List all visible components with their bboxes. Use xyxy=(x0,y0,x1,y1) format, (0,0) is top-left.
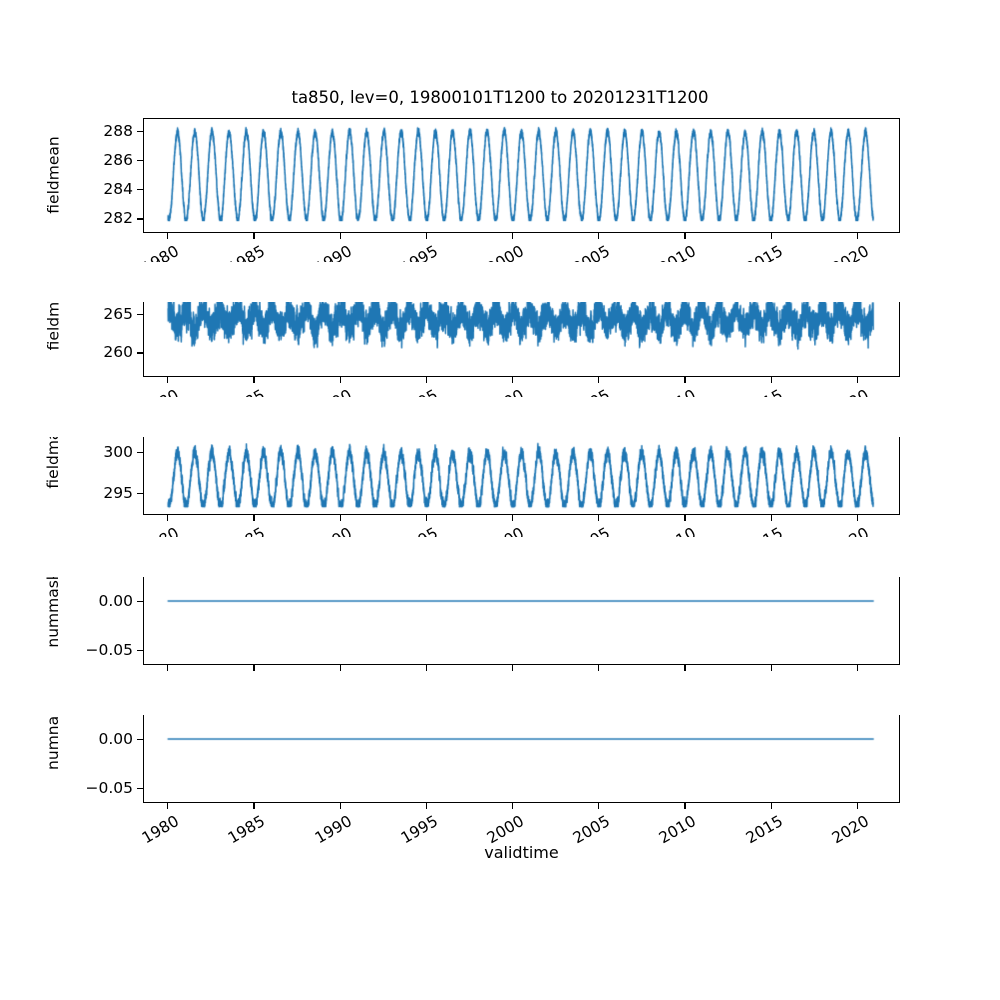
xtick-mark xyxy=(512,377,514,383)
xtick-mark xyxy=(167,803,169,809)
xtick-mark xyxy=(425,233,427,239)
xtick-mark xyxy=(684,803,686,809)
ytick-mark xyxy=(137,493,143,495)
xtick-mark xyxy=(684,665,686,671)
ytick-mark xyxy=(137,352,143,354)
xtick-mark xyxy=(856,665,859,671)
ytick-label: 0.00 xyxy=(98,730,133,748)
xtick-mark xyxy=(770,803,772,809)
xtick-mark xyxy=(684,233,686,239)
ytick-label: 0.00 xyxy=(98,592,133,610)
subplot-gap-mask xyxy=(0,262,1000,302)
ytick-mark xyxy=(137,452,143,454)
xtick-mark xyxy=(253,233,255,239)
xtick-mark xyxy=(856,377,859,383)
xtick-mark xyxy=(770,665,772,671)
xtick-mark xyxy=(339,233,341,239)
ytick-label: 260 xyxy=(103,343,133,362)
xtick-mark xyxy=(167,377,169,383)
xtick-mark xyxy=(598,665,600,671)
xtick-mark xyxy=(339,803,341,809)
xtick-mark xyxy=(770,377,772,383)
xtick-mark xyxy=(598,515,600,521)
subplot-gap-mask xyxy=(0,537,1000,577)
ytick-mark xyxy=(137,189,143,191)
ytick-label: 286 xyxy=(103,151,133,170)
xtick-mark xyxy=(856,515,859,521)
xaxis-label: validtime xyxy=(484,843,559,862)
ytick-label: 282 xyxy=(103,209,133,228)
xtick-mark xyxy=(167,233,169,239)
xtick-mark xyxy=(512,233,514,239)
ytick-mark xyxy=(137,650,143,652)
xtick-mark xyxy=(425,515,427,521)
ytick-mark xyxy=(137,788,143,790)
xtick-mark xyxy=(339,515,341,521)
xtick-mark xyxy=(598,377,600,383)
subplot-gap-mask xyxy=(0,397,1000,437)
ytick-label: 288 xyxy=(103,122,133,141)
ytick-mark xyxy=(137,131,143,133)
xtick-mark xyxy=(512,803,514,809)
ytick-mark xyxy=(137,314,143,316)
xtick-mark xyxy=(167,515,169,521)
xtick-mark xyxy=(425,803,427,809)
ytick-mark xyxy=(137,601,143,603)
xtick-mark xyxy=(598,233,600,239)
xtick-mark xyxy=(684,515,686,521)
xtick-mark xyxy=(253,515,255,521)
xtick-mark xyxy=(512,665,514,671)
ytick-label: 295 xyxy=(103,484,133,503)
xtick-mark xyxy=(253,377,255,383)
xtick-mark xyxy=(770,233,772,239)
ytick-label: 265 xyxy=(103,305,133,324)
xtick-mark xyxy=(512,515,514,521)
xtick-mark xyxy=(598,803,600,809)
xtick-mark xyxy=(253,665,255,671)
ytick-label: −0.05 xyxy=(85,779,134,798)
ytick-label: 284 xyxy=(103,180,133,199)
xtick-mark xyxy=(425,377,427,383)
subplot-fieldmean xyxy=(143,118,900,233)
xtick-mark xyxy=(339,377,341,383)
xtick-mark xyxy=(425,665,427,671)
xtick-mark xyxy=(856,233,859,239)
xtick-mark xyxy=(856,803,859,809)
ytick-mark xyxy=(137,218,143,220)
ytick-label: −0.05 xyxy=(85,641,134,660)
ylabel-numnan: numnan xyxy=(44,706,62,770)
xtick-mark xyxy=(770,515,772,521)
xtick-mark xyxy=(167,665,169,671)
ytick-mark xyxy=(137,739,143,741)
xtick-mark xyxy=(339,665,341,671)
xtick-mark xyxy=(684,377,686,383)
xtick-mark xyxy=(253,803,255,809)
plot-area-fieldmean xyxy=(144,119,899,232)
ytick-mark xyxy=(137,160,143,162)
figure-title: ta850, lev=0, 19800101T1200 to 20201231T… xyxy=(291,88,709,107)
ytick-label: 300 xyxy=(103,443,133,462)
subplot-gap-mask xyxy=(0,675,1000,715)
